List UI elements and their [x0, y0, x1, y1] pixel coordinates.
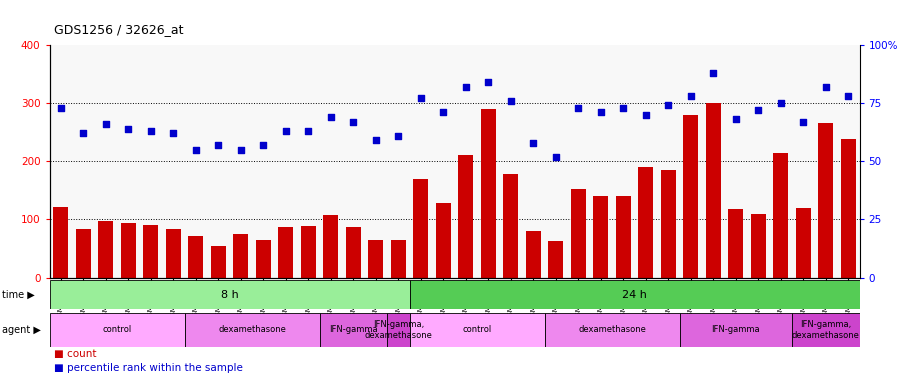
Point — [684, 93, 698, 99]
Bar — [661, 170, 676, 278]
Point — [752, 107, 766, 113]
Point — [706, 70, 721, 76]
Point — [459, 84, 473, 90]
Point — [549, 154, 563, 160]
Bar — [706, 103, 721, 278]
Bar — [387, 313, 410, 347]
Bar — [436, 203, 451, 278]
Text: ■ percentile rank within the sample: ■ percentile rank within the sample — [54, 363, 243, 373]
Bar — [53, 207, 68, 278]
Bar — [301, 226, 316, 278]
Bar — [413, 179, 428, 278]
Bar — [166, 229, 181, 278]
Point — [729, 116, 743, 122]
Point — [301, 128, 316, 134]
Point — [436, 110, 451, 116]
Point — [76, 130, 90, 136]
Text: control: control — [463, 326, 491, 334]
Bar — [50, 280, 410, 309]
Text: control: control — [103, 326, 131, 334]
Bar — [638, 167, 653, 278]
Bar — [278, 227, 293, 278]
Point — [144, 128, 158, 134]
Point — [166, 130, 180, 136]
Bar — [121, 224, 136, 278]
Bar — [503, 174, 518, 278]
Bar — [320, 313, 387, 347]
Bar — [680, 313, 792, 347]
Bar — [792, 313, 860, 347]
Point — [98, 121, 113, 127]
Bar — [76, 229, 91, 278]
Bar — [410, 313, 544, 347]
Bar — [50, 313, 184, 347]
Text: 24 h: 24 h — [622, 290, 647, 300]
Bar — [751, 214, 766, 278]
Point — [662, 102, 676, 108]
Text: IFN-gamma: IFN-gamma — [328, 326, 378, 334]
Bar — [391, 240, 406, 278]
Bar — [548, 242, 563, 278]
Point — [414, 96, 428, 102]
Bar — [773, 153, 788, 278]
Point — [211, 142, 225, 148]
Bar — [98, 221, 113, 278]
Text: GDS1256 / 32626_at: GDS1256 / 32626_at — [54, 22, 184, 36]
Point — [504, 98, 518, 104]
Point — [324, 114, 338, 120]
Bar — [211, 246, 226, 278]
Point — [392, 133, 406, 139]
Point — [842, 93, 856, 99]
Text: time ▶: time ▶ — [2, 290, 34, 300]
Point — [572, 105, 586, 111]
Bar — [728, 210, 743, 278]
Point — [639, 112, 653, 118]
Bar — [368, 240, 383, 278]
Point — [482, 79, 496, 85]
Bar — [841, 139, 856, 278]
Text: IFN-gamma,
dexamethasone: IFN-gamma, dexamethasone — [792, 320, 860, 340]
Point — [616, 105, 631, 111]
Text: agent ▶: agent ▶ — [2, 325, 40, 335]
Point — [54, 105, 68, 111]
Text: 8 h: 8 h — [220, 290, 238, 300]
Point — [369, 137, 383, 143]
Bar — [410, 280, 860, 309]
Point — [796, 119, 811, 125]
Point — [279, 128, 293, 134]
Point — [819, 84, 833, 90]
Text: IFN-gamma: IFN-gamma — [711, 326, 760, 334]
Text: ■ count: ■ count — [54, 350, 96, 359]
Bar — [593, 196, 608, 278]
Text: dexamethasone: dexamethasone — [578, 326, 646, 334]
Point — [234, 147, 248, 153]
Bar — [184, 313, 320, 347]
Point — [774, 100, 788, 106]
Point — [526, 140, 540, 146]
Bar — [544, 313, 680, 347]
Bar — [481, 109, 496, 278]
Text: dexamethasone: dexamethasone — [218, 326, 286, 334]
Bar — [143, 225, 158, 278]
Bar — [818, 123, 833, 278]
Bar — [796, 208, 811, 278]
Bar — [188, 236, 203, 278]
Bar — [233, 234, 248, 278]
Point — [346, 119, 361, 125]
Point — [189, 147, 203, 153]
Bar — [683, 115, 698, 278]
Point — [256, 142, 270, 148]
Point — [594, 110, 608, 116]
Point — [121, 126, 135, 132]
Bar — [616, 196, 631, 278]
Bar — [526, 231, 541, 278]
Text: IFN-gamma,
dexamethasone: IFN-gamma, dexamethasone — [364, 320, 432, 340]
Bar — [571, 189, 586, 278]
Bar — [323, 215, 338, 278]
Bar — [458, 155, 473, 278]
Bar — [256, 240, 271, 278]
Bar — [346, 227, 361, 278]
